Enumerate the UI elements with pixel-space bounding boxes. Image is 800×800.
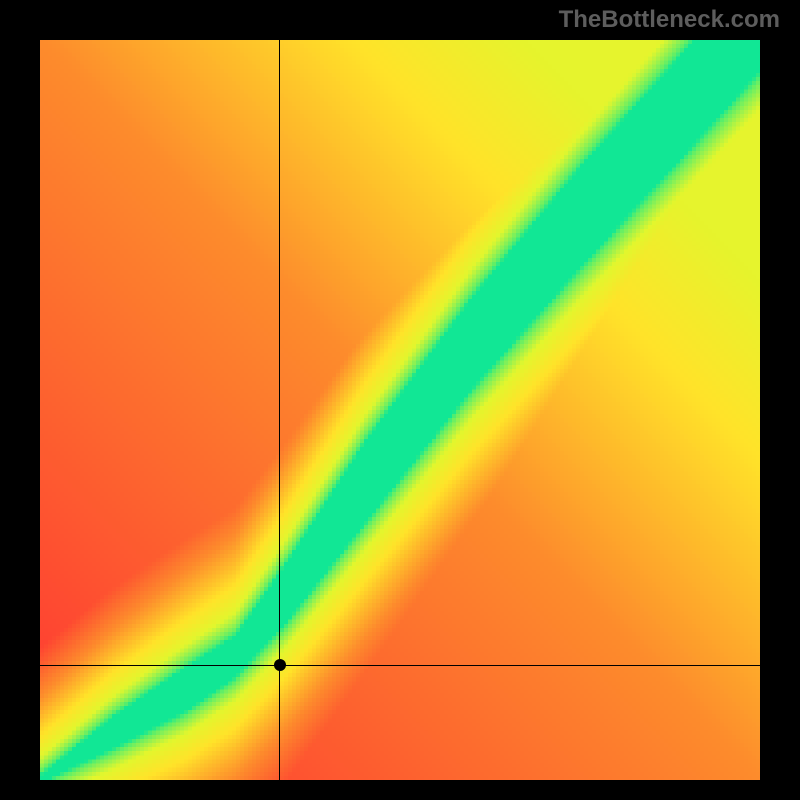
crosshair-horizontal	[40, 665, 760, 666]
chart-container: TheBottleneck.com	[0, 0, 800, 800]
heatmap-canvas	[40, 40, 760, 780]
attribution-text: TheBottleneck.com	[559, 6, 780, 34]
plot-area	[40, 40, 760, 780]
crosshair-marker	[274, 659, 286, 671]
